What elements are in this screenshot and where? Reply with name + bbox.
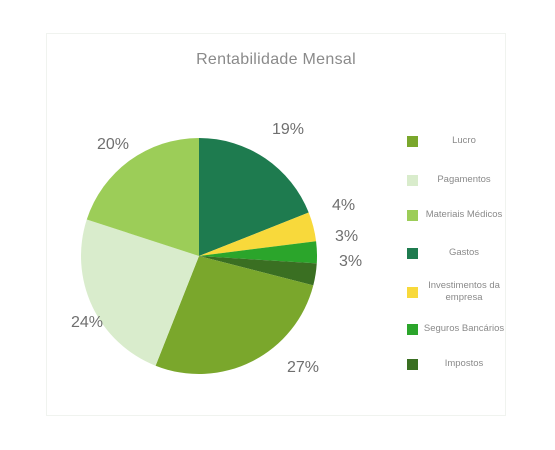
legend-item: Impostos (407, 349, 507, 379)
legend-label: Materiais Médicos (425, 209, 503, 220)
pie-slice-investimentos-da-empresa (199, 212, 317, 256)
pie-slice-pagamentos (81, 219, 199, 366)
slice-percent-label: 3% (339, 253, 362, 270)
legend-swatch (407, 359, 418, 370)
legend-swatch (407, 287, 418, 298)
chart-title: Rentabilidade Mensal (196, 51, 356, 68)
slice-percent-label: 20% (97, 136, 129, 153)
legend-item: Gastos (407, 238, 507, 268)
legend-item: Investimentos da empresa (407, 277, 507, 307)
legend-label: Pagamentos (437, 174, 491, 185)
slice-percent-label: 4% (332, 197, 355, 214)
legend-item: Pagamentos (407, 165, 507, 195)
legend-swatch (407, 324, 418, 335)
slice-percent-label: 3% (335, 228, 358, 245)
legend-item: Lucro (407, 126, 507, 156)
legend-label: Lucro (452, 135, 476, 146)
legend-item: Seguros Bancários (407, 314, 507, 344)
chart-card: Rentabilidade Mensal 19% 4% 3% 3% 27% 24% 20% … (46, 33, 506, 416)
slice-percent-label: 27% (287, 359, 319, 376)
pie-slice-impostos (199, 256, 317, 286)
legend-label: Impostos (444, 358, 484, 369)
pie-slice-gastos (199, 138, 309, 256)
legend-item: Materiais Médicos (407, 200, 507, 230)
legend-swatch (407, 248, 418, 259)
pie-slice-lucro (155, 256, 314, 374)
pie-chart: 19% 4% 3% 3% 27% 24% 20% (71, 121, 362, 376)
legend-swatch (407, 175, 418, 186)
legend-label: Investimentos da empresa (428, 280, 500, 303)
slice-percent-label: 19% (272, 121, 304, 138)
slice-percent-label: 24% (71, 314, 103, 331)
pie-slice-seguros-banc-rios (199, 241, 318, 264)
legend-label: Seguros Bancários (423, 323, 505, 334)
legend-swatch (407, 210, 418, 221)
legend-label: Gastos (448, 247, 480, 258)
pie-slice-materiais-m-dicos (86, 138, 199, 256)
legend-swatch (407, 136, 418, 147)
